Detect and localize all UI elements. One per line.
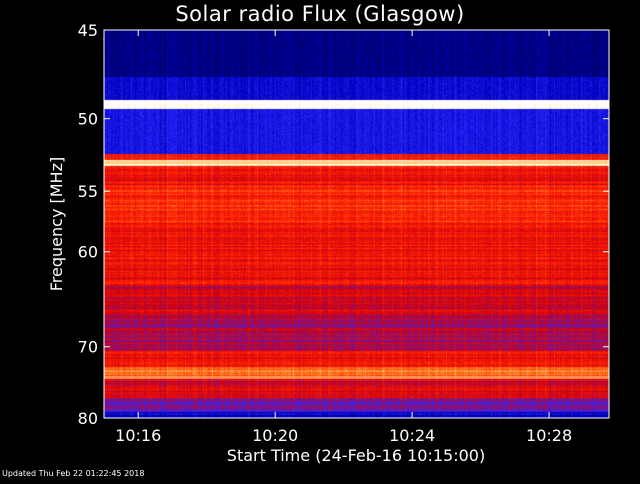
x-tick-label: 10:20 — [252, 426, 298, 445]
x-tick-label: 10:28 — [526, 426, 572, 445]
x-axis-label: Start Time (24-Feb-16 10:15:00) — [227, 446, 485, 465]
bright-line — [104, 100, 609, 104]
x-tick-label: 10:24 — [389, 426, 435, 445]
y-tick-label: 60 — [78, 243, 98, 262]
y-axis-label: Frequency [MHz] — [47, 157, 66, 291]
y-tick-label: 55 — [78, 182, 98, 201]
y-tick-label: 70 — [78, 338, 98, 357]
chart-title: Solar radio Flux (Glasgow) — [175, 2, 465, 26]
bright-line — [104, 376, 609, 380]
bright-line — [104, 160, 609, 164]
y-tick-label: 50 — [78, 110, 98, 129]
plot-frame — [103, 29, 610, 419]
x-tick-label: 10:16 — [115, 426, 161, 445]
axis-layer: 45 50 55 60 70 80 10:16 10:20 10:24 10:28 — [78, 21, 609, 445]
y-tick-label: 80 — [78, 409, 98, 428]
heatmap-layer — [104, 30, 609, 418]
heatmap-image — [104, 30, 609, 418]
y-tick-label: 45 — [78, 21, 98, 40]
updated-timestamp: Updated Thu Feb 22 01:22:45 2018 — [2, 469, 145, 478]
